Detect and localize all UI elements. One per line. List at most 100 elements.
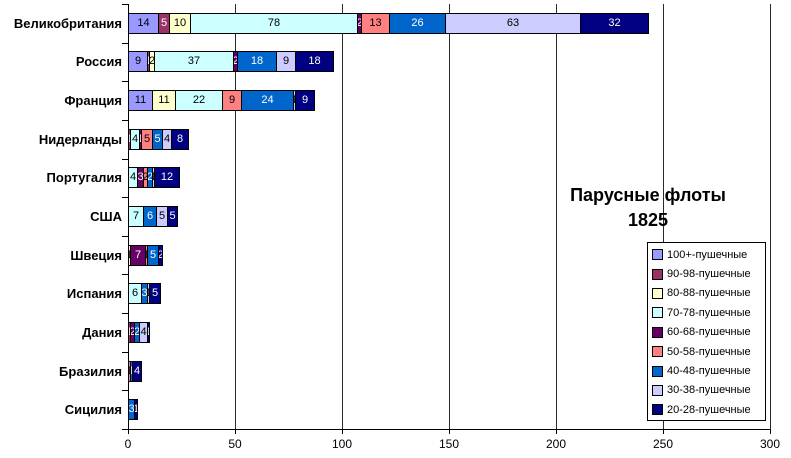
y-axis-category-label: Бразилия xyxy=(59,364,122,379)
y-axis-tick xyxy=(122,313,128,314)
segment-label: 3 xyxy=(137,171,144,183)
segment-label: 1 xyxy=(129,134,130,145)
segment-label: 7 xyxy=(132,210,140,222)
bar-segment: 78 xyxy=(190,13,358,34)
segment-label: 8 xyxy=(176,133,184,145)
legend: 100+-пушечные 90-98-пушечные 80-88-пушечны… xyxy=(647,242,766,421)
segment-label: 5 xyxy=(169,210,176,222)
segment-label: 18 xyxy=(250,55,264,67)
y-axis-category-label: США xyxy=(90,209,122,224)
segment-label: 2 xyxy=(159,250,162,261)
legend-swatch-icon xyxy=(652,384,663,396)
y-axis-tick xyxy=(122,236,128,237)
y-axis-category-label: Швеция xyxy=(70,248,122,263)
legend-swatch-icon xyxy=(652,404,663,416)
segment-label: 2 xyxy=(149,55,155,67)
segment-label: 11 xyxy=(134,94,147,106)
segment-label: 1 xyxy=(135,404,137,415)
chart-title-block: Парусные флоты 1825 xyxy=(518,183,778,233)
legend-label: 70-78-пушечные xyxy=(667,306,751,319)
segment-label: 1 xyxy=(148,288,149,299)
y-axis-tick xyxy=(122,120,128,121)
x-axis-tick xyxy=(556,429,557,434)
segment-label: 1 xyxy=(129,327,130,338)
legend-item: 30-38-пушечные xyxy=(652,381,765,400)
y-axis-tick xyxy=(122,4,128,5)
segment-label: 4 xyxy=(140,326,147,338)
bar-segment: 9 xyxy=(222,90,242,111)
segment-label: 5 xyxy=(158,210,166,222)
segment-label: 78 xyxy=(267,17,281,29)
segment-label: 2 xyxy=(144,172,147,183)
segment-label: 6 xyxy=(146,210,154,222)
bar-segment: 24 xyxy=(241,90,294,111)
y-axis-tick xyxy=(122,43,128,44)
segment-label: 5 xyxy=(151,287,159,299)
bar-segment: 5 xyxy=(167,206,178,227)
bar-segment: 9 xyxy=(276,51,296,72)
segment-label: 9 xyxy=(282,55,290,67)
segment-label: 5 xyxy=(149,249,157,261)
segment-label: 6 xyxy=(131,287,139,299)
bar-segment: 14 xyxy=(128,13,159,34)
segment-label: 1 xyxy=(140,134,141,145)
legend-label: 50-58-пушечные xyxy=(667,345,751,358)
x-tick-label: 300 xyxy=(759,437,781,451)
bar-segment: 7 xyxy=(128,206,144,227)
segment-label: 5 xyxy=(160,17,168,29)
segment-label: 11 xyxy=(158,94,170,106)
legend-swatch-icon xyxy=(652,268,663,280)
x-axis-tick xyxy=(449,429,450,434)
y-axis-tick xyxy=(122,159,128,160)
segment-label: 2 xyxy=(147,171,153,183)
gridline xyxy=(342,4,343,429)
chart-title: Парусные флоты xyxy=(570,185,726,205)
bar-segment: 12 xyxy=(154,167,180,188)
legend-item: 80-88-пушечные xyxy=(652,284,765,303)
y-axis-tick xyxy=(122,352,128,353)
segment-label: 1 xyxy=(148,327,149,338)
legend-item: 100+-пушечные xyxy=(652,245,765,264)
segment-label: 1 xyxy=(148,56,149,67)
x-axis-tick xyxy=(128,429,129,434)
gridline xyxy=(449,4,450,429)
segment-label: 4 xyxy=(131,133,139,145)
bar-segment: 37 xyxy=(154,51,234,72)
y-axis-category-label: Португалия xyxy=(46,170,122,185)
legend-label: 20-28-пушечные xyxy=(667,403,751,416)
segment-label: 14 xyxy=(137,17,150,29)
bar-segment: 7 xyxy=(130,245,146,266)
segment-label: 32 xyxy=(608,17,621,29)
segment-label: 1 xyxy=(294,95,295,106)
gridline xyxy=(235,4,236,429)
segment-label: 1 xyxy=(129,250,130,261)
x-tick-label: 250 xyxy=(652,437,674,451)
segment-label: 63 xyxy=(506,17,520,29)
legend-swatch-icon xyxy=(652,365,663,377)
segment-label: 9 xyxy=(228,94,236,106)
legend-label: 40-48-пушечные xyxy=(667,365,751,378)
segment-label: 1 xyxy=(146,250,147,261)
bar-segment: 1 xyxy=(147,322,150,343)
bar-segment: 32 xyxy=(580,13,649,34)
x-tick-label: 0 xyxy=(124,437,132,451)
bar-segment: 26 xyxy=(389,13,446,34)
legend-swatch-icon xyxy=(652,346,663,358)
segment-label: 4 xyxy=(163,133,171,145)
bar-segment: 11 xyxy=(152,90,176,111)
segment-label: 37 xyxy=(187,55,201,67)
x-axis-tick xyxy=(770,429,771,434)
segment-label: 22 xyxy=(192,94,206,106)
x-tick-label: 100 xyxy=(331,437,353,451)
legend-item: 90-98-пушечные xyxy=(652,264,765,283)
gridline xyxy=(770,4,771,429)
x-axis xyxy=(128,429,771,430)
segment-label: 10 xyxy=(173,17,187,29)
legend-label: 90-98-пушечные xyxy=(667,268,751,281)
segment-label: 7 xyxy=(134,249,142,261)
legend-swatch-icon xyxy=(652,326,663,338)
segment-label: 1 xyxy=(153,172,154,183)
segment-label: 3 xyxy=(128,403,135,415)
gridline xyxy=(556,4,557,429)
